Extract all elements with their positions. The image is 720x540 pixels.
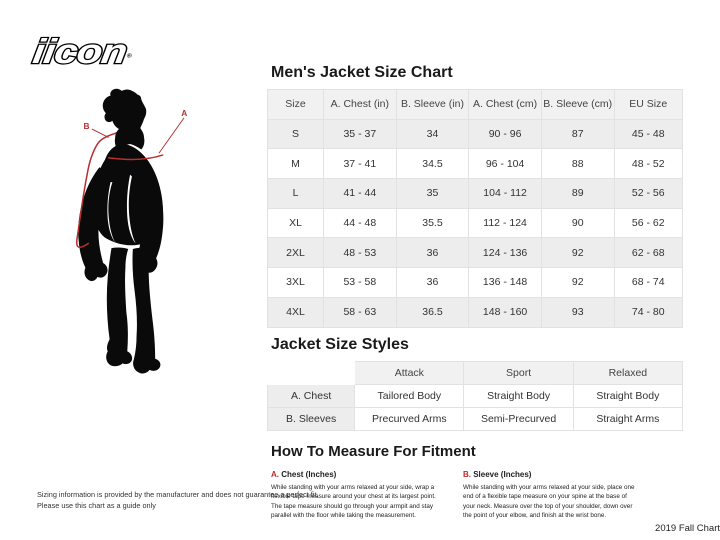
svg-text:B: B [84,121,90,131]
svg-text:A: A [181,108,187,118]
